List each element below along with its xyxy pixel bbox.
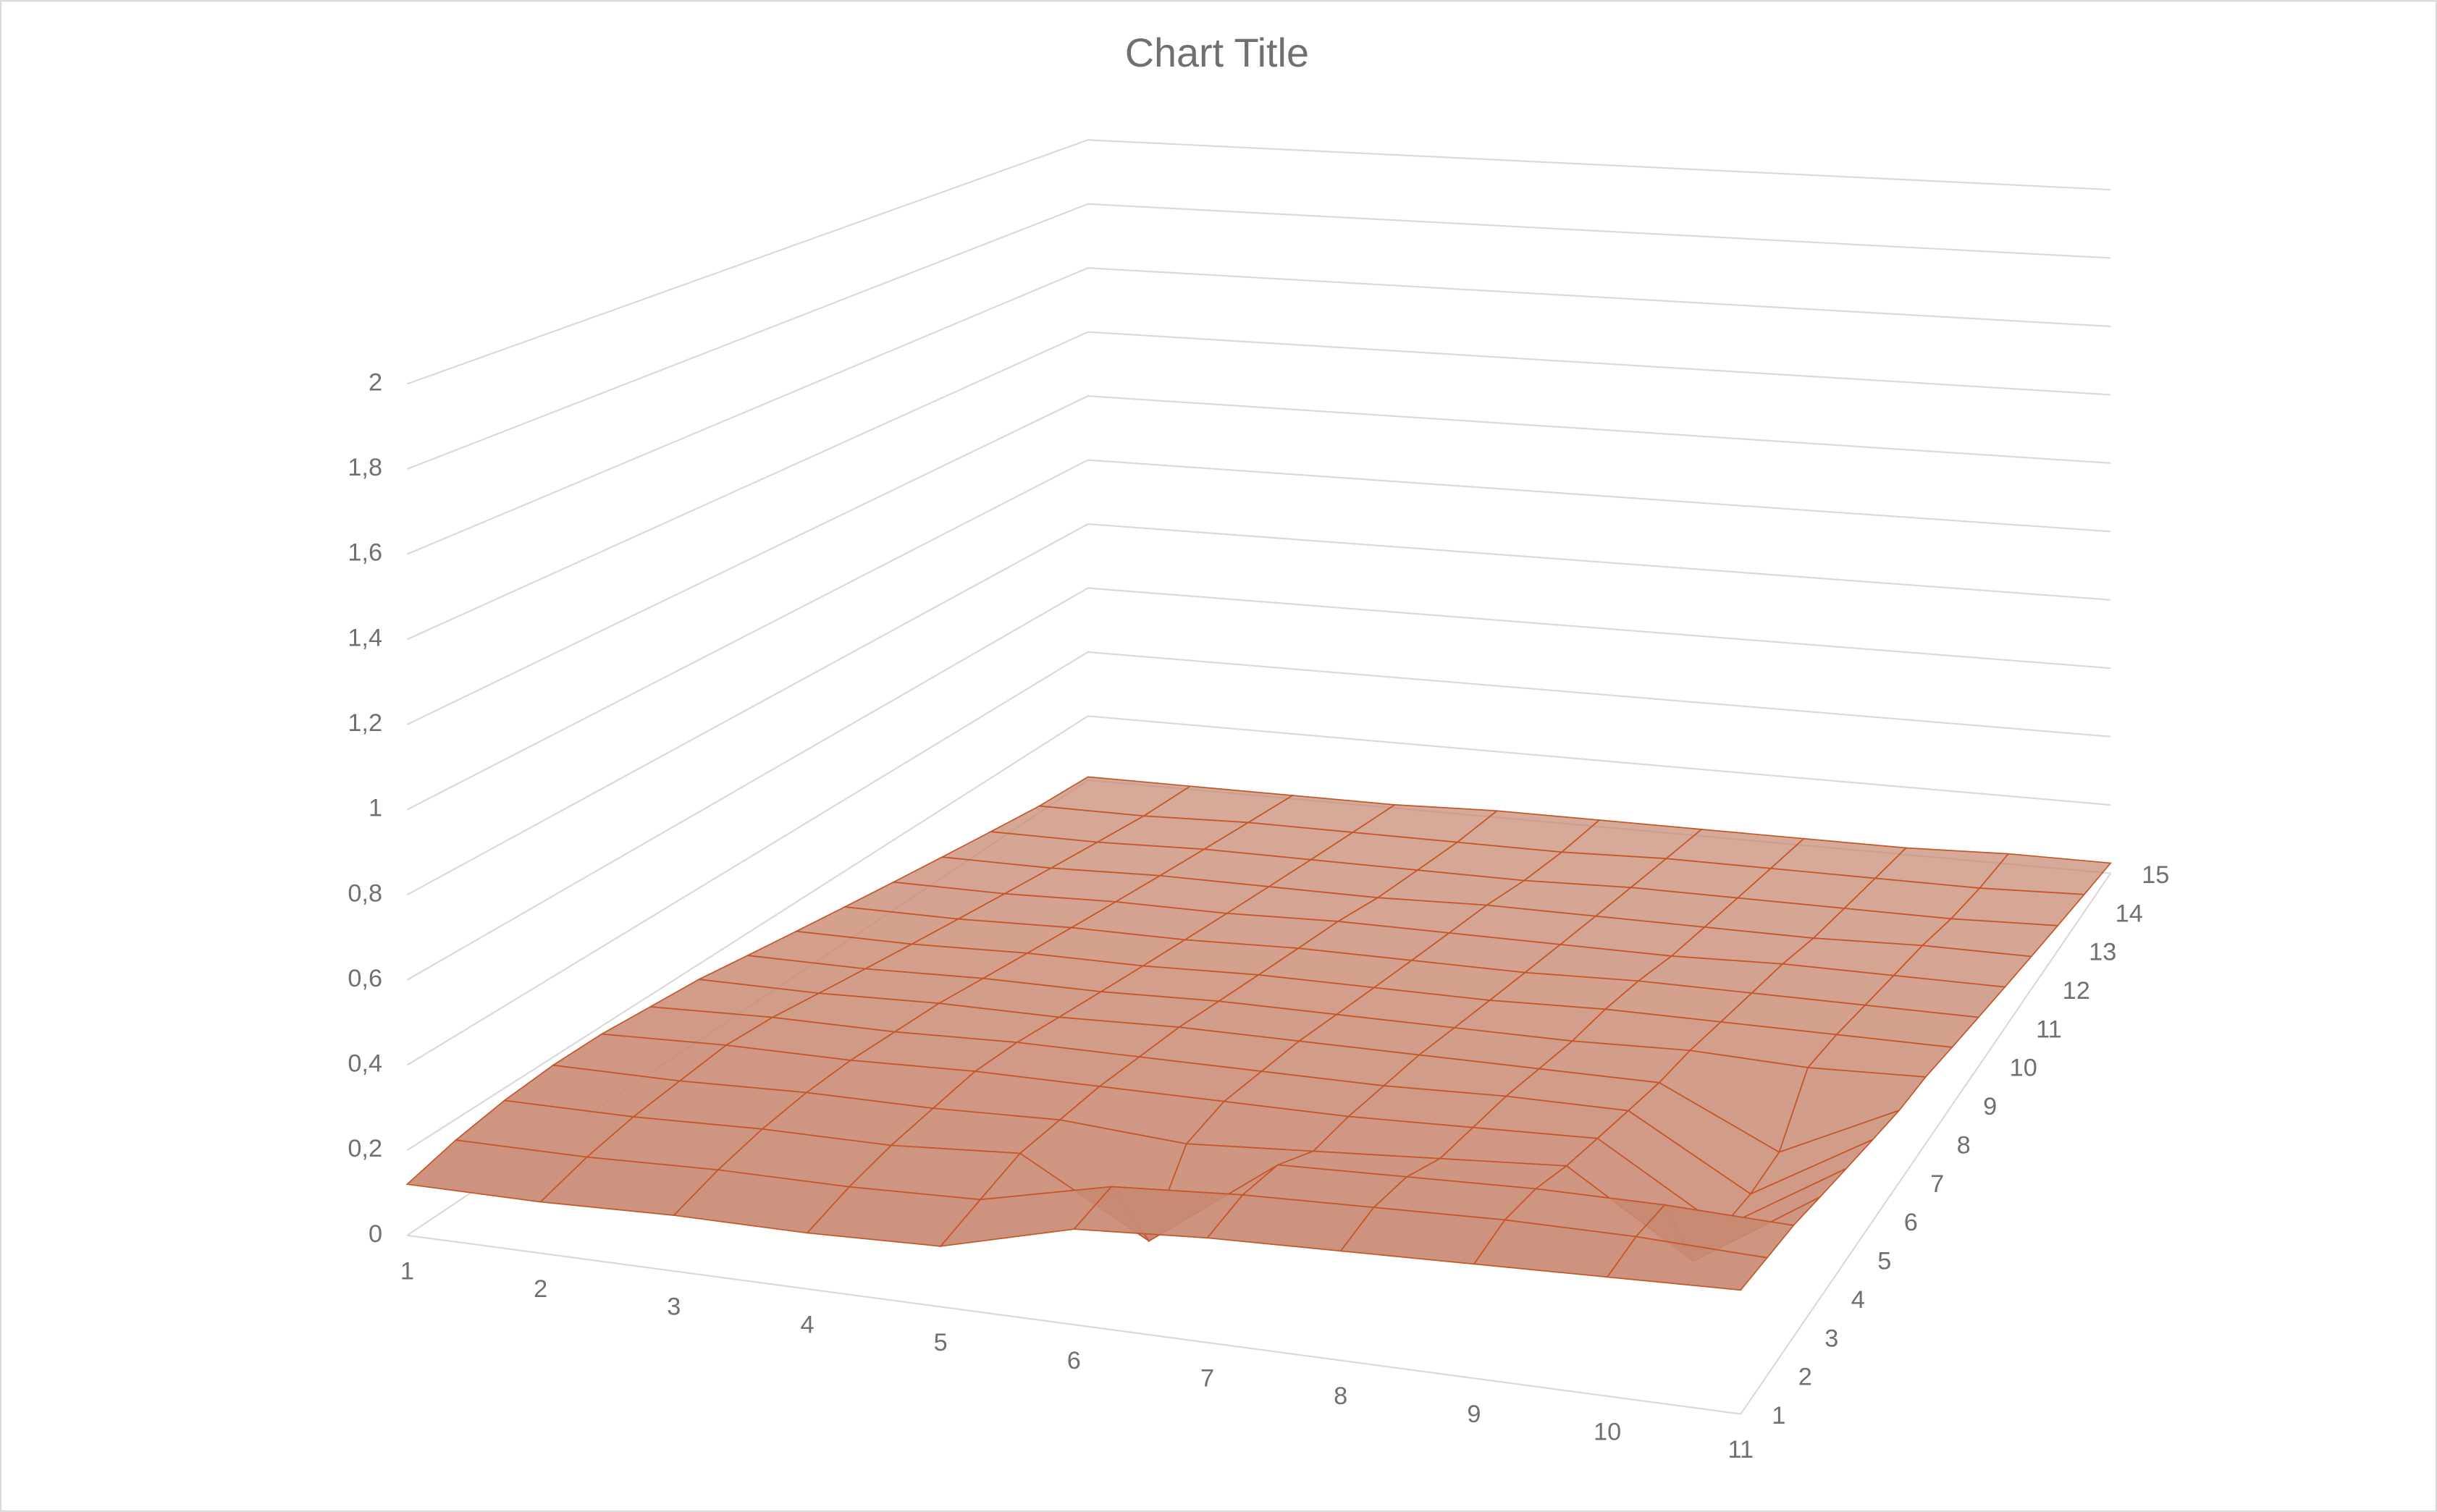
z-tick-label: 0,8 [348, 879, 382, 907]
z-tick-label: 0,6 [348, 965, 382, 992]
grid-line [407, 139, 2111, 385]
x-tick-label: 3 [667, 1293, 681, 1321]
z-tick-label: 0 [369, 1220, 382, 1248]
depth-tick-label: 8 [1957, 1131, 1971, 1159]
z-tick-label: 0,4 [348, 1050, 382, 1078]
x-tick-label: 5 [934, 1329, 948, 1356]
grid-line [407, 267, 2111, 555]
depth-tick-label: 5 [1877, 1248, 1891, 1275]
z-tick-label: 1,6 [348, 539, 382, 567]
grid-line [407, 203, 2111, 470]
depth-tick-label: 10 [2010, 1055, 2037, 1082]
grid-line [406, 459, 2111, 811]
grid-line [406, 523, 2111, 896]
depth-tick-label: 13 [2089, 939, 2116, 966]
grid-line [406, 587, 2111, 981]
depth-tick-label: 9 [1983, 1093, 1997, 1120]
depth-tick-label: 14 [2116, 900, 2143, 927]
z-tick-label: 1 [369, 795, 382, 822]
grid-line [406, 395, 2111, 725]
depth-tick-label: 11 [2036, 1015, 2062, 1043]
depth-tick-label: 7 [1930, 1170, 1944, 1198]
z-tick-label: 0,2 [348, 1135, 382, 1162]
x-tick-label: 9 [1467, 1401, 1481, 1428]
depth-tick-label: 15 [2142, 861, 2169, 889]
depth-tick-label: 6 [1904, 1209, 1918, 1236]
chart-title: Chart Title [1125, 30, 1309, 75]
x-tick-label: 7 [1200, 1364, 1214, 1392]
grid-line [406, 651, 2111, 1066]
z-tick-label: 2 [369, 368, 382, 396]
x-tick-label: 8 [1334, 1382, 1347, 1410]
x-tick-label: 10 [1594, 1419, 1621, 1446]
depth-tick-label: 1 [1772, 1402, 1785, 1429]
z-tick-label: 1,4 [348, 624, 382, 651]
depth-tick-label: 12 [2063, 977, 2090, 1005]
z-tick-label: 1,8 [348, 454, 382, 481]
grid-line [406, 331, 2111, 641]
surface-cell [1606, 1236, 1769, 1291]
depth-tick-label: 3 [1824, 1325, 1838, 1352]
floor-edge [407, 872, 2112, 1415]
depth-tick-label: 4 [1851, 1286, 1865, 1314]
x-tick-label: 4 [800, 1311, 814, 1338]
x-tick-label: 1 [400, 1257, 414, 1285]
x-tick-label: 11 [1727, 1436, 1754, 1464]
x-tick-label: 2 [534, 1275, 547, 1303]
grid-line [406, 715, 2111, 1152]
z-tick-label: 1,2 [348, 709, 382, 737]
x-tick-label: 6 [1067, 1347, 1081, 1374]
depth-tick-label: 2 [1798, 1364, 1812, 1391]
